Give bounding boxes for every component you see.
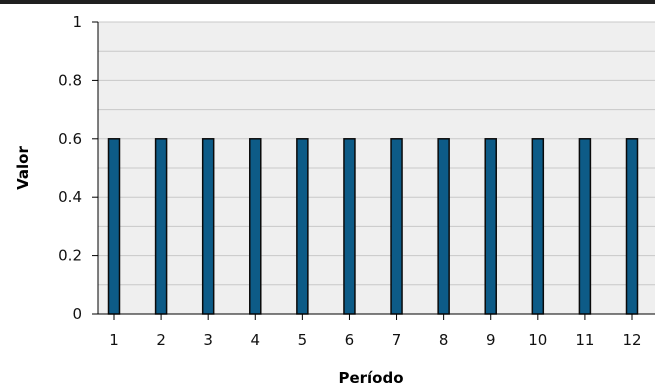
x-tick-label: 4 <box>250 331 260 349</box>
bar-4 <box>249 138 262 315</box>
x-axis-ticks: 1 2 3 4 5 6 7 8 9 10 11 12 <box>109 314 642 349</box>
x-tick-label: 7 <box>392 331 402 349</box>
bar-series <box>107 138 639 315</box>
y-axis-title: Valor <box>14 146 32 190</box>
y-tick-label: 0.6 <box>58 130 82 148</box>
x-tick-label: 11 <box>575 331 594 349</box>
y-tick-label: 0.2 <box>58 247 82 265</box>
window-top-border <box>0 0 655 4</box>
bar-5 <box>296 138 309 315</box>
bar-11 <box>578 138 592 315</box>
y-tick-label: 0 <box>72 305 82 323</box>
x-tick-label: 3 <box>203 331 213 349</box>
x-tick-label: 12 <box>622 331 641 349</box>
x-tick-label: 9 <box>486 331 496 349</box>
y-axis-ticks: 0 0.2 0.4 0.6 0.8 1 <box>58 13 98 323</box>
y-tick-label: 0.4 <box>58 188 82 206</box>
bar-8 <box>437 138 450 315</box>
x-tick-label: 2 <box>156 331 166 349</box>
x-tick-label: 1 <box>109 331 119 349</box>
y-tick-label: 1 <box>72 13 82 31</box>
bar-12 <box>625 138 639 315</box>
bar-3 <box>201 138 215 315</box>
bar-2 <box>154 138 168 315</box>
bar-6 <box>343 138 356 315</box>
bar-9 <box>484 138 497 315</box>
y-tick-label: 0.8 <box>58 71 82 89</box>
x-tick-label: 8 <box>439 331 449 349</box>
bar-10 <box>531 138 545 315</box>
bar-7 <box>390 138 403 315</box>
x-axis-title: Período <box>338 369 403 387</box>
x-tick-label: 6 <box>345 331 355 349</box>
grid-lines <box>98 21 655 286</box>
x-tick-label: 10 <box>528 331 547 349</box>
x-tick-label: 5 <box>298 331 308 349</box>
bar-1 <box>107 138 121 315</box>
